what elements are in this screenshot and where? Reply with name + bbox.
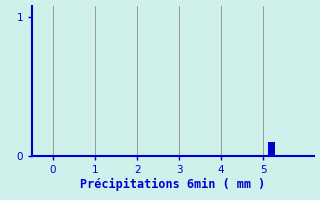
- Bar: [268, 142, 275, 156]
- X-axis label: Précipitations 6min ( mm ): Précipitations 6min ( mm ): [80, 178, 265, 191]
